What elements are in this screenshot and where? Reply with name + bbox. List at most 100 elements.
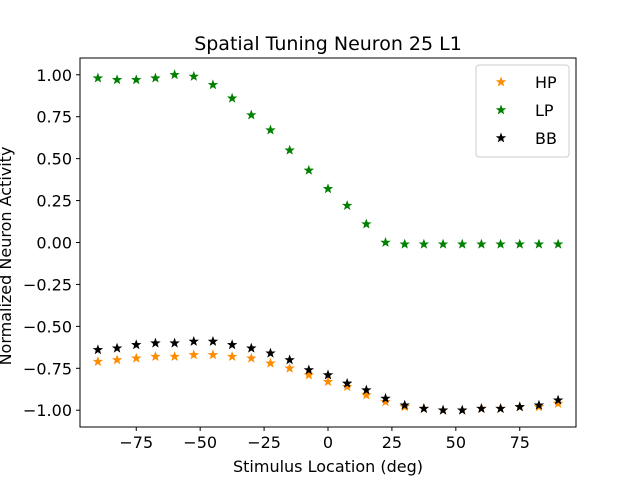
- data-point-bb: [514, 401, 525, 412]
- data-point-hp: [226, 351, 238, 361]
- data-point-lp: [457, 238, 468, 249]
- data-point-bb: [226, 339, 238, 350]
- x-tick-label: −50: [183, 433, 217, 452]
- data-point-bb: [552, 394, 564, 405]
- data-point-hp: [265, 357, 276, 368]
- data-point-bb: [284, 354, 295, 365]
- data-point-lp: [533, 238, 545, 249]
- legend-marker-lp: [495, 104, 507, 115]
- data-point-bb: [265, 347, 276, 358]
- data-point-bb: [246, 342, 257, 353]
- data-point-hp: [131, 352, 142, 363]
- x-tick-label: 25: [382, 433, 402, 452]
- data-point-lp: [169, 69, 180, 80]
- y-tick-label: 1.00: [36, 66, 72, 85]
- data-point-lp: [150, 72, 161, 83]
- legend: HP LP BB: [475, 64, 570, 158]
- y-tick-label: −0.25: [23, 275, 72, 294]
- x-tick-label: 50: [446, 433, 466, 452]
- chart-title: Spatial Tuning Neuron 25 L1: [194, 33, 462, 55]
- data-point-bb: [303, 364, 315, 375]
- legend-marker-hp: [495, 76, 507, 87]
- legend-label-lp: LP: [535, 101, 554, 120]
- data-point-hp: [246, 352, 257, 363]
- data-point-lp: [284, 144, 295, 155]
- y-tick-label: −0.50: [23, 317, 72, 336]
- data-point-bb: [495, 403, 506, 413]
- x-tick-label: −25: [247, 433, 281, 452]
- y-tick-label: −0.75: [23, 359, 72, 378]
- y-tick-label: 0.50: [36, 150, 72, 169]
- data-point-lp: [476, 238, 487, 249]
- data-point-lp: [514, 238, 525, 249]
- x-axis-label: Stimulus Location (deg): [233, 457, 423, 476]
- y-axis: 1.00 0.75 0.50 0.25 0.00 −0.25 −0.50 −0.75 −1.00: [23, 66, 80, 420]
- data-point-bb: [380, 393, 391, 403]
- data-point-lp: [131, 74, 142, 85]
- data-point-lp: [418, 238, 430, 249]
- data-point-hp: [361, 389, 372, 400]
- data-point-lp: [207, 79, 219, 90]
- data-point-lp: [495, 238, 506, 249]
- data-point-bb: [341, 377, 353, 388]
- data-point-lp: [552, 238, 564, 249]
- x-axis: −75 −50 −25 0 25 50 75: [119, 427, 530, 452]
- data-point-lp: [111, 74, 123, 85]
- data-point-lp: [341, 200, 353, 211]
- data-point-bb: [111, 342, 123, 353]
- series-lp: [92, 69, 564, 249]
- data-point-bb: [131, 339, 142, 350]
- data-point-bb: [92, 344, 104, 355]
- data-point-lp: [246, 109, 257, 120]
- data-point-hp: [150, 351, 161, 361]
- data-point-lp: [437, 238, 449, 249]
- data-point-lp: [361, 218, 372, 229]
- data-point-hp: [92, 356, 104, 367]
- x-tick-label: 75: [510, 433, 530, 452]
- data-point-bb: [207, 335, 219, 346]
- data-point-bb: [188, 335, 199, 346]
- data-point-hp: [188, 349, 199, 360]
- data-point-bb: [169, 337, 180, 348]
- series-hp: [92, 349, 564, 415]
- x-tick-label: −75: [119, 433, 153, 452]
- data-point-hp: [552, 398, 564, 408]
- data-point-bb: [361, 384, 372, 395]
- data-point-bb: [457, 404, 468, 415]
- data-point-bb: [533, 399, 545, 410]
- data-point-hp: [207, 349, 219, 360]
- data-point-hp: [341, 381, 353, 392]
- data-point-bb: [418, 403, 430, 413]
- data-point-lp: [226, 92, 238, 103]
- data-point-bb: [476, 403, 487, 413]
- data-point-hp: [284, 362, 295, 373]
- data-point-hp: [303, 369, 315, 380]
- x-tick-label: 0: [323, 433, 333, 452]
- data-point-bb: [322, 369, 334, 380]
- data-point-bb: [399, 399, 410, 410]
- legend-marker-bb: [495, 132, 507, 143]
- y-axis-label: Normalized Neuron Activity: [0, 147, 15, 366]
- data-point-bb: [437, 404, 449, 415]
- series-bb: [92, 335, 564, 415]
- data-point-lp: [188, 70, 199, 81]
- y-tick-label: 0.00: [36, 234, 72, 253]
- data-point-lp: [92, 72, 104, 83]
- data-point-hp: [169, 351, 180, 361]
- data-point-lp: [380, 237, 391, 247]
- data-point-hp: [380, 396, 391, 407]
- data-point-bb: [150, 337, 161, 348]
- data-point-lp: [399, 238, 410, 249]
- data-point-hp: [111, 354, 123, 365]
- y-tick-label: −1.00: [23, 401, 72, 420]
- legend-label-hp: HP: [535, 73, 557, 92]
- data-point-lp: [303, 164, 315, 175]
- data-point-lp: [322, 183, 334, 194]
- data-point-lp: [265, 124, 276, 135]
- legend-box: [475, 64, 570, 158]
- y-tick-label: 0.25: [36, 192, 72, 211]
- y-tick-label: 0.75: [36, 108, 72, 127]
- legend-label-bb: BB: [535, 129, 557, 148]
- data-point-hp: [322, 376, 334, 387]
